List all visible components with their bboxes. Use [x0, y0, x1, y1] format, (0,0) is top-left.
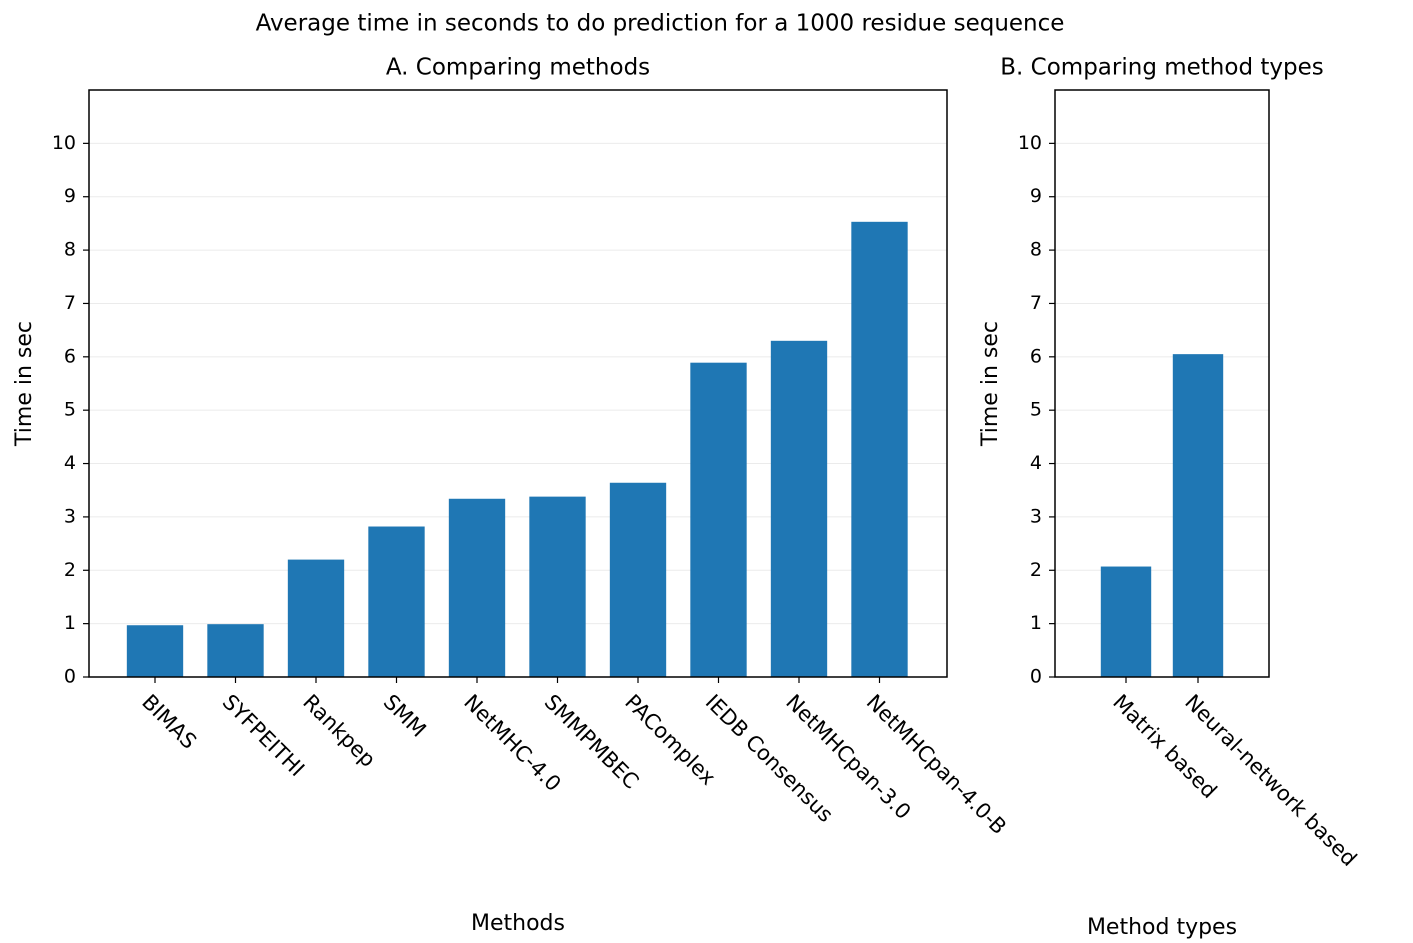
bar: [448, 498, 506, 677]
bar: [851, 221, 908, 678]
y-tick-label: 3: [64, 505, 76, 527]
panel-title: A. Comparing methods: [386, 55, 650, 81]
x-axis-label: Methods: [471, 911, 565, 936]
bar: [126, 625, 184, 677]
y-tick-label: 5: [64, 399, 76, 421]
bar: [529, 496, 586, 677]
y-tick-label: 6: [1030, 345, 1042, 367]
y-tick-label: 8: [64, 239, 76, 261]
bar: [690, 362, 747, 677]
figure-title: Average time in seconds to do prediction…: [256, 11, 1065, 37]
y-tick-label: 5: [1030, 399, 1042, 421]
bar: [1172, 354, 1224, 677]
y-tick-label: 10: [1018, 132, 1042, 154]
y-tick-label: 3: [1030, 505, 1042, 527]
panel-title: B. Comparing method types: [1000, 55, 1323, 81]
bar: [770, 340, 828, 677]
x-tick-label: BIMAS: [137, 690, 201, 754]
y-tick-label: 1: [64, 612, 76, 634]
y-tick-label: 1: [1030, 612, 1042, 634]
x-tick-label: NetMHCpan-4.0-B: [862, 690, 1011, 839]
bar: [1100, 566, 1152, 677]
bar: [207, 624, 264, 677]
bar: [609, 482, 667, 677]
y-tick-label: 9: [64, 185, 76, 207]
y-tick-label: 0: [1030, 666, 1042, 688]
y-axis-label: Time in sec: [978, 321, 1003, 447]
y-tick-label: 6: [64, 345, 76, 367]
x-tick-label: SYFPEITHI: [218, 690, 309, 781]
x-tick-label: Rankpep: [298, 690, 380, 772]
y-tick-label: 4: [1030, 452, 1042, 474]
y-tick-label: 9: [1030, 185, 1042, 207]
bar: [287, 559, 345, 677]
x-tick-label: SMM: [379, 690, 431, 742]
y-tick-label: 10: [52, 132, 76, 154]
y-tick-label: 2: [1030, 559, 1042, 581]
x-axis-label: Method types: [1087, 915, 1237, 940]
y-tick-label: 8: [1030, 239, 1042, 261]
axes-frame: [1054, 89, 1270, 678]
y-tick-label: 2: [64, 559, 76, 581]
axes-frame: [88, 89, 948, 678]
y-tick-label: 0: [64, 666, 76, 688]
bar: [368, 526, 425, 677]
y-axis-label: Time in sec: [12, 321, 37, 447]
y-tick-label: 7: [1030, 292, 1042, 314]
y-tick-label: 7: [64, 292, 76, 314]
y-tick-label: 4: [64, 452, 76, 474]
